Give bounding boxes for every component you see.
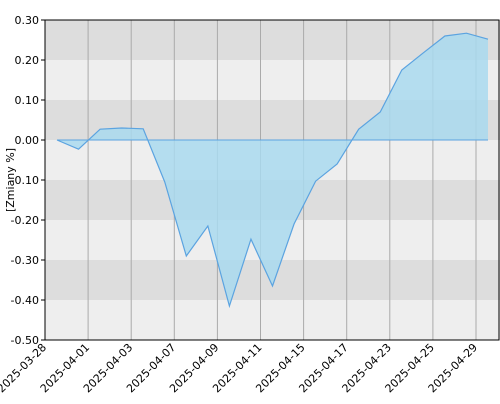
y-tick-label: 0.00 [15,134,40,147]
y-tick-label: -0.40 [11,294,39,307]
y-tick-label: -0.50 [11,334,39,347]
y-tick-label: -0.20 [11,214,39,227]
area [57,33,488,306]
y-tick-label: -0.10 [11,174,39,187]
background-band [45,300,500,340]
y-tick-label: 0.30 [15,14,40,27]
y-tick-label: 0.20 [15,54,40,67]
y-tick-label: 0.10 [15,94,40,107]
y-tick-label: -0.30 [11,254,39,267]
y-axis-label: [Zmiany %] [4,148,17,212]
plot-frame [44,19,500,341]
line [56,32,489,309]
